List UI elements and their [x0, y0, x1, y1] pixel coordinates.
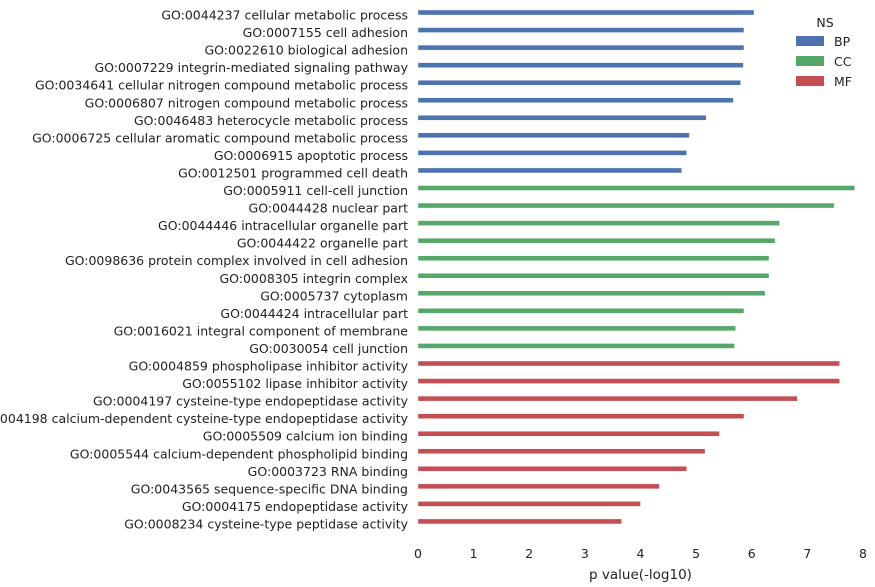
legend-swatch-bp	[796, 36, 824, 46]
legend-label-bp: BP	[834, 34, 851, 49]
legend-swatch-cc	[796, 56, 824, 66]
category-label: GO:0044446 intracellular organelle part	[158, 218, 408, 233]
bar-bp	[417, 167, 682, 174]
legend: NS BP CC MF	[796, 15, 852, 89]
bar-bp	[417, 9, 755, 16]
category-label: GO:0043565 sequence-specific DNA binding	[131, 481, 408, 496]
legend-label-cc: CC	[834, 54, 852, 69]
bars-layer	[417, 9, 855, 525]
category-label: GO:0004197 cysteine-type endopeptidase a…	[93, 394, 409, 409]
bar-cc	[417, 290, 766, 296]
bar-bp	[417, 132, 690, 139]
category-label: GO:0004859 phospholipase inhibitor activ…	[129, 359, 409, 374]
category-label: GO:0098636 protein complex involved in c…	[65, 253, 408, 268]
bar-bp	[417, 62, 744, 68]
category-label: GO:0016021 integral component of membran…	[114, 323, 409, 338]
bar-cc	[417, 202, 835, 209]
category-label: GO:0004198 calcium-dependent cysteine-ty…	[0, 411, 409, 426]
bar-mf	[417, 448, 706, 454]
category-label: GO:0055102 lipase inhibitor activity	[182, 376, 408, 391]
category-label: GO:0006807 nitrogen compound metabolic p…	[85, 95, 408, 110]
bar-mf	[417, 483, 660, 490]
category-label: GO:0007229 integrin-mediated signaling p…	[94, 60, 408, 75]
bar-cc	[417, 343, 735, 349]
category-label: GO:0012501 programmed cell death	[178, 165, 408, 180]
bar-mf	[417, 413, 745, 419]
bar-cc	[417, 220, 780, 226]
bar-cc	[417, 255, 770, 261]
legend-swatch-mf	[796, 76, 824, 86]
category-label: GO:0046483 heterocycle metabolic process	[134, 113, 408, 128]
bar-mf	[417, 501, 641, 507]
bar-mf	[417, 466, 687, 472]
bar-mf	[417, 395, 798, 402]
category-label: GO:0030054 cell junction	[249, 341, 408, 356]
category-label: GO:0044428 nuclear part	[249, 201, 409, 216]
legend-label-mf: MF	[834, 74, 852, 89]
category-label: GO:0005544 calcium-dependent phospholipi…	[70, 446, 408, 461]
category-label: GO:0003723 RNA binding	[248, 464, 408, 479]
x-tick-label: 3	[581, 546, 589, 561]
category-labels: GO:0044237 cellular metabolic process GO:…	[0, 8, 409, 532]
bar-bp	[417, 79, 741, 86]
category-label: GO:0007155 cell adhesion	[243, 25, 408, 40]
legend-title: NS	[816, 15, 833, 30]
x-axis-title: p value(-log10)	[589, 567, 692, 583]
x-axis: 0 1 2 3 4 5 6 7 8	[414, 546, 867, 561]
category-label: GO:0006725 cellular aromatic compound me…	[32, 130, 408, 145]
bar-bp	[417, 97, 734, 103]
bar-bp	[417, 115, 707, 121]
bar-mf	[417, 360, 840, 367]
category-label: GO:0044237 cellular metabolic process	[161, 8, 408, 23]
category-label: GO:0044424 intracellular part	[220, 306, 408, 321]
bar-bp	[417, 27, 745, 33]
bar-mf	[417, 431, 720, 437]
bar-bp	[417, 150, 687, 156]
category-label: GO:0034641 cellular nitrogen compound me…	[35, 78, 408, 93]
bar-cc	[417, 325, 736, 332]
category-label: GO:0004175 endopeptidase activity	[182, 499, 409, 514]
category-label: GO:0005509 calcium ion binding	[203, 429, 408, 444]
x-tick-label: 6	[748, 546, 756, 561]
bar-mf	[417, 518, 622, 525]
x-tick-label: 2	[525, 546, 533, 561]
x-tick-label: 8	[859, 546, 867, 561]
bar-cc	[417, 308, 745, 314]
bar-cc	[417, 273, 770, 279]
category-label: GO:0006915 apoptotic process	[214, 148, 408, 163]
x-tick-label: 7	[803, 546, 811, 561]
x-tick-label: 1	[470, 546, 478, 561]
bar-cc	[417, 237, 776, 244]
bar-mf	[417, 378, 840, 384]
x-tick-label: 5	[692, 546, 700, 561]
bar-cc	[417, 185, 855, 191]
x-tick-label: 4	[637, 546, 645, 561]
category-label: GO:0044422 organelle part	[237, 236, 408, 251]
x-tick-label: 0	[414, 546, 422, 561]
category-label: GO:0005737 cytoplasm	[260, 288, 408, 303]
category-label: GO:0008305 integrin complex	[219, 271, 408, 286]
category-label: GO:0005911 cell-cell junction	[223, 183, 408, 198]
bar-bp	[417, 44, 745, 51]
category-label: GO:0022610 biological adhesion	[205, 43, 409, 58]
category-label: GO:0008234 cysteine-type peptidase activ…	[124, 516, 408, 531]
